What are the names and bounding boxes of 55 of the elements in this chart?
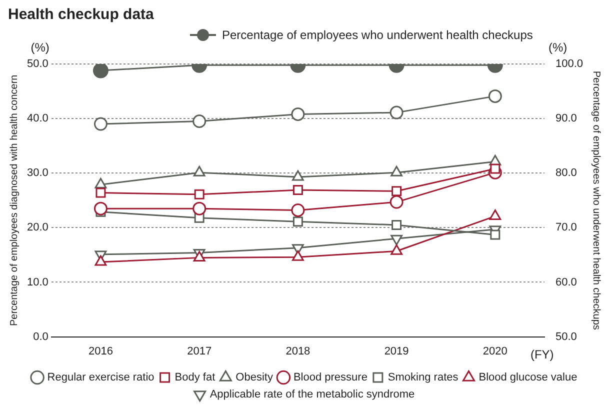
point — [292, 250, 304, 261]
point — [392, 186, 402, 196]
point — [390, 244, 402, 255]
y2-tick-label: 60.0 — [555, 276, 577, 288]
y-tick-label: 50.0 — [26, 58, 48, 70]
x-tick-label: 2019 — [384, 345, 409, 358]
x-tick-label: 2016 — [88, 345, 113, 358]
point — [96, 188, 106, 198]
y2-tick-label: 50.0 — [555, 330, 577, 343]
y2-tick-label: 100.0 — [555, 58, 584, 70]
point — [292, 185, 303, 196]
point — [94, 202, 108, 216]
x-tick-label: 2017 — [187, 345, 212, 358]
point — [390, 195, 404, 209]
point — [390, 106, 404, 120]
text: (FY) — [530, 347, 554, 362]
point — [192, 114, 206, 128]
y-tick-label: 30.0 — [26, 167, 48, 180]
point — [192, 202, 206, 216]
y-tick-label: 40.0 — [26, 112, 48, 125]
x-tick-label: 2018 — [286, 345, 310, 358]
y2-tick-label: 80.0 — [555, 167, 577, 180]
point — [291, 107, 305, 121]
chart-title: Health checkup data — [8, 6, 154, 23]
legend-label: Applicable rate of the metabolic syndrome — [210, 388, 415, 401]
point — [490, 230, 500, 240]
text: (%) — [30, 40, 50, 54]
point — [291, 203, 305, 217]
legend-label: Blood glucose value — [478, 372, 578, 384]
point — [94, 178, 107, 188]
y-axis-title: Percentage of employees diagnosed with health concern — [8, 74, 20, 326]
y-tick-label: 0.0 — [33, 330, 48, 343]
y2-tick-label: 70.0 — [555, 222, 577, 234]
legend-label: Smoking rates — [388, 372, 459, 384]
point — [392, 220, 402, 230]
point — [292, 170, 304, 181]
legend-label: Blood pressure — [293, 372, 368, 384]
point — [194, 189, 204, 200]
point — [94, 117, 108, 131]
y-tick-label: 10.0 — [26, 276, 48, 288]
point — [94, 255, 107, 266]
x-tick-label: 2020 — [482, 345, 508, 358]
y2-tick-label: 90.0 — [555, 112, 577, 125]
legend-label: Percentage of employees who underwent health checkups — [222, 28, 533, 42]
point — [489, 209, 502, 220]
legend-label: Regular exercise ratio — [47, 372, 154, 384]
point — [292, 216, 303, 227]
y2-axis-title: Percentage of employees who underwent health checkups — [590, 70, 602, 330]
legend-label: Obesity — [236, 372, 274, 384]
legend-label: Body fat — [174, 372, 216, 384]
point — [488, 89, 502, 103]
text: (%) — [548, 40, 568, 54]
y-tick-label: 20.0 — [26, 222, 48, 234]
point — [390, 166, 402, 176]
point — [193, 166, 206, 176]
